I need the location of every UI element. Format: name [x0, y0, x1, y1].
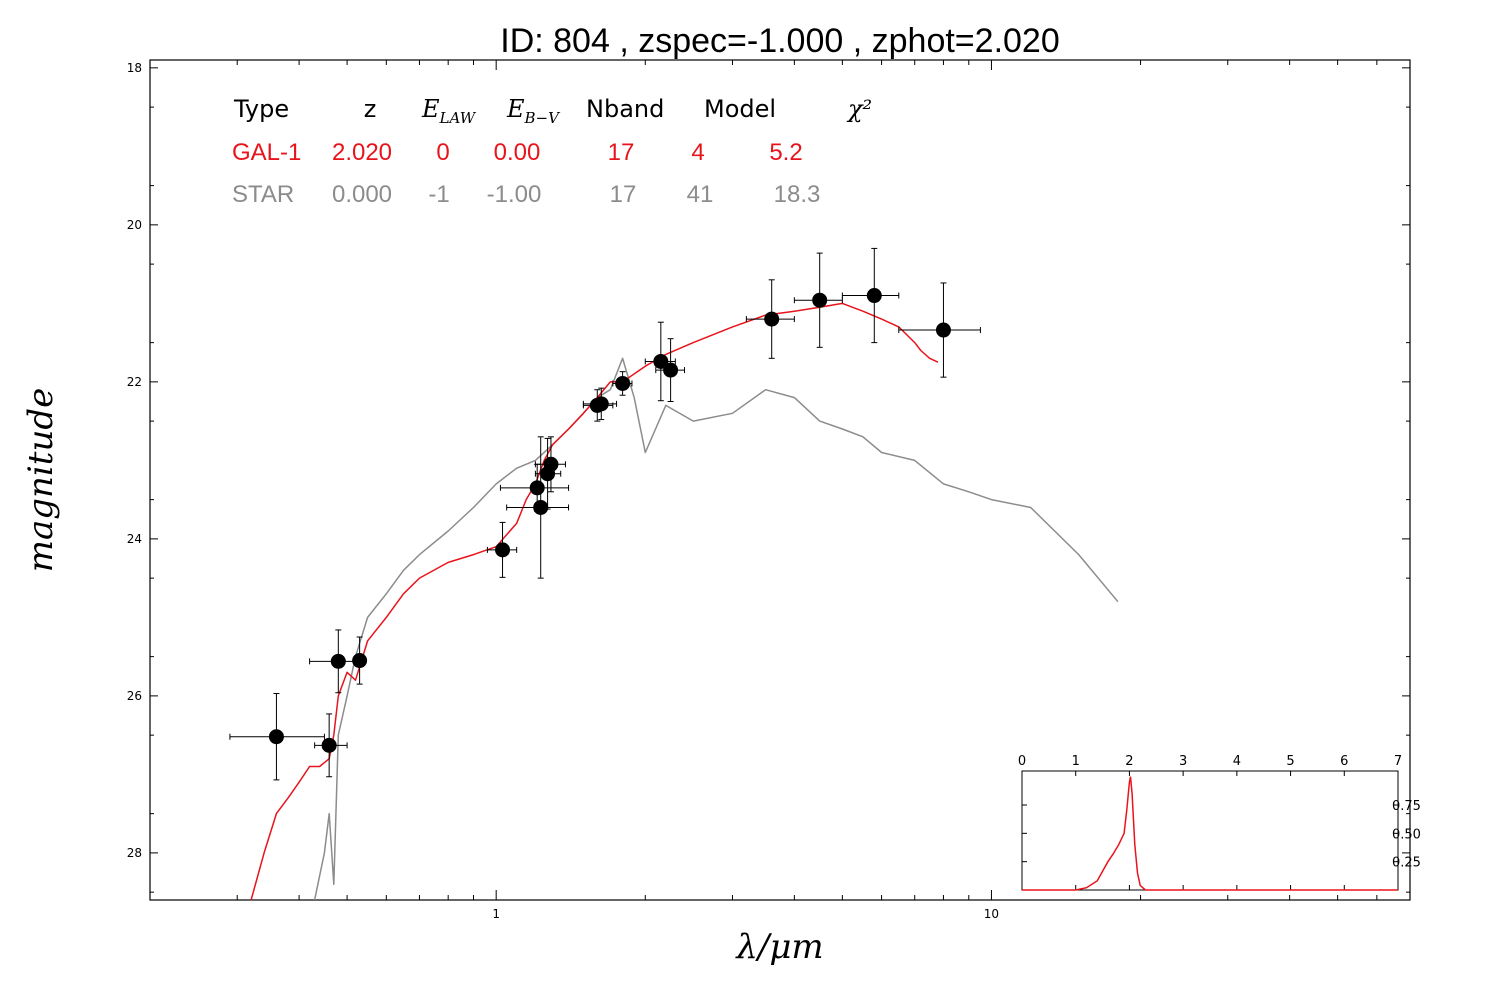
table-row-star: STAR 0.000 -1 -1.00 17 41 18.3 — [232, 181, 820, 208]
y-axis-label: magnitude — [21, 388, 61, 573]
data-marker — [495, 542, 511, 558]
star-chi2: 18.3 — [774, 181, 821, 208]
sed-curves — [250, 302, 1119, 901]
header-z: z — [364, 95, 377, 123]
data-marker — [533, 499, 549, 515]
photometry-point — [314, 713, 348, 778]
inset-x-tick-label: 7 — [1394, 754, 1402, 769]
photometry-point — [745, 279, 795, 359]
data-marker — [935, 322, 951, 338]
inset-x-ticks: 0 1 2 3 4 5 6 7 — [1018, 754, 1402, 890]
photometry-point — [486, 521, 518, 578]
plot-frame — [149, 59, 1411, 901]
header-chi2: χ² — [846, 95, 872, 123]
star-model: 41 — [687, 181, 714, 208]
data-marker — [812, 292, 828, 308]
x-tick-label: 1 — [492, 907, 500, 921]
galaxy-chi2: 5.2 — [769, 139, 802, 166]
inset-frame — [1021, 770, 1399, 891]
data-marker — [663, 362, 679, 378]
data-marker — [866, 288, 882, 304]
fit-summary-table: Type z ELAW EB−V Nband Model χ² GAL-1 2.… — [232, 95, 872, 208]
inset-x-tick-label: 6 — [1340, 754, 1348, 769]
photometry-point — [534, 436, 566, 493]
header-type: Type — [233, 95, 289, 123]
y-tick-label: 26 — [127, 689, 142, 703]
data-marker — [653, 353, 669, 369]
inset-x-tick-label: 2 — [1125, 754, 1133, 769]
inset-y-tick-label: 0.50 — [1392, 827, 1421, 842]
star-nband: 17 — [610, 181, 637, 208]
table-row-galaxy: GAL-1 2.020 0 0.00 17 4 5.2 — [232, 139, 803, 166]
y-tick-label: 24 — [127, 532, 142, 546]
inset-y-tick-label: 0.25 — [1392, 856, 1421, 871]
inset-x-tick-label: 1 — [1072, 754, 1080, 769]
inset-y-ticks: 0.25 0.50 0.75 — [1022, 799, 1421, 871]
galaxy-ebv: 0.00 — [494, 139, 541, 166]
galaxy-sed-line — [250, 302, 939, 901]
pdz-line — [1022, 776, 1398, 891]
photometry-point — [612, 371, 633, 396]
inset-x-tick-label: 4 — [1233, 754, 1241, 769]
data-marker — [268, 729, 284, 745]
x-axis-ticks: 1 10 — [236, 60, 1378, 921]
photometry-point — [352, 636, 368, 685]
x-tick-label: 10 — [984, 907, 999, 921]
inset-x-tick-label: 3 — [1179, 754, 1187, 769]
y-tick-label: 22 — [127, 375, 142, 389]
header-model: Model — [704, 95, 776, 123]
y-tick-label: 18 — [127, 61, 142, 75]
star-z: 0.000 — [332, 181, 392, 208]
y-tick-label: 20 — [127, 218, 142, 232]
data-marker — [330, 653, 346, 669]
data-marker — [764, 311, 780, 327]
photometry-points — [229, 247, 981, 781]
data-marker — [615, 375, 631, 391]
chart-title: ID: 804 , zspec=-1.000 , zphot=2.020 — [500, 22, 1060, 60]
inset-x-tick-label: 5 — [1286, 754, 1294, 769]
photometry-point — [655, 338, 685, 402]
inset-x-tick-label: 0 — [1018, 754, 1026, 769]
star-ebv: -1.00 — [487, 181, 542, 208]
photometry-point — [229, 693, 325, 781]
header-elaw: ELAW — [421, 95, 477, 127]
star-elaw: -1 — [428, 181, 449, 208]
photometry-point — [841, 247, 900, 344]
photometry-point — [534, 437, 562, 510]
pdz-inset: 0 1 2 3 4 5 6 7 0.25 0.50 0.75 — [1018, 754, 1421, 891]
photometry-point — [898, 282, 981, 378]
inset-curve — [1022, 776, 1398, 891]
star-type: STAR — [232, 181, 294, 208]
star-sed-line — [313, 357, 1119, 901]
photometry-point — [506, 436, 570, 579]
photometry-point — [793, 252, 843, 348]
data-marker — [593, 396, 609, 412]
x-axis-label: λ/μm — [734, 927, 823, 967]
data-marker — [321, 737, 337, 753]
y-tick-label: 28 — [127, 846, 142, 860]
galaxy-type: GAL-1 — [232, 139, 301, 166]
header-ebv: EB−V — [506, 95, 561, 127]
data-marker — [529, 480, 545, 496]
data-marker — [543, 456, 559, 472]
header-nband: Nband — [586, 95, 664, 123]
data-marker — [352, 653, 368, 669]
galaxy-elaw: 0 — [436, 139, 449, 166]
galaxy-model: 4 — [691, 139, 704, 166]
photometry-point — [582, 387, 618, 421]
inset-y-tick-label: 0.75 — [1392, 799, 1421, 814]
galaxy-z: 2.020 — [332, 139, 392, 166]
galaxy-nband: 17 — [608, 139, 635, 166]
